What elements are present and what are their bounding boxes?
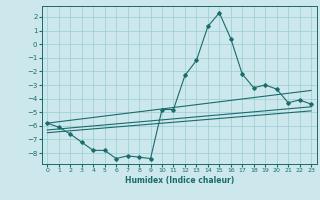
X-axis label: Humidex (Indice chaleur): Humidex (Indice chaleur) (124, 176, 234, 185)
